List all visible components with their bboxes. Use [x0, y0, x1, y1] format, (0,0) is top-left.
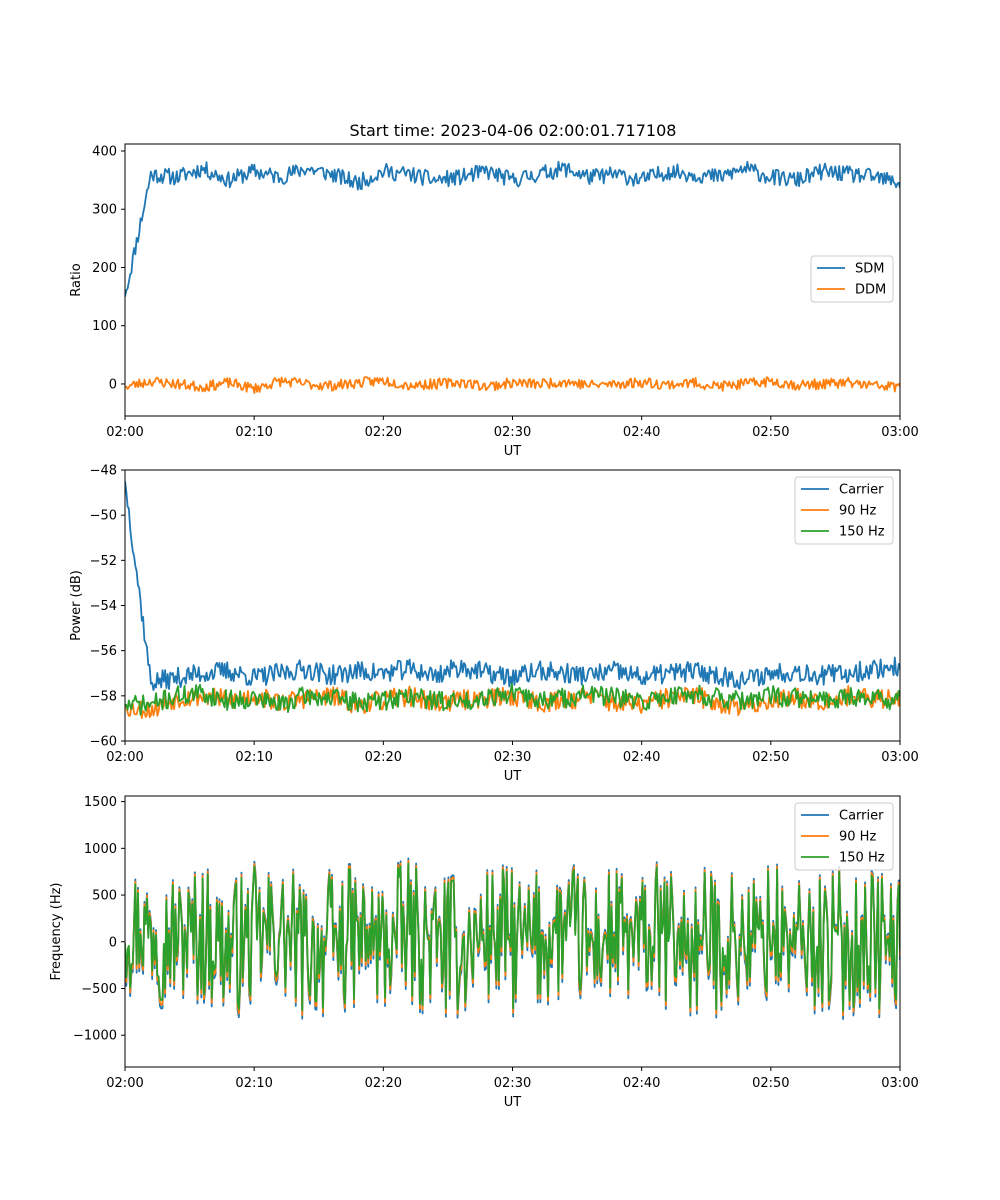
panel-1: 02:00 02:10 02:20 02:30 02:40 02:50 03:00 UT 0 10… — [69, 143, 919, 459]
y-tick-label: −50 — [90, 509, 117, 524]
legend-label: 150 Hz — [839, 851, 885, 866]
series-line-carrier — [125, 481, 900, 691]
x-tick-label: 02:10 — [235, 1076, 272, 1091]
series-group — [125, 857, 900, 1021]
series-line-sdm — [125, 160, 900, 297]
legend-box — [794, 476, 894, 545]
series-line-150-hz — [125, 683, 900, 716]
y-tick-label: −56 — [90, 644, 117, 659]
plots: 02:00 02:10 02:20 02:30 02:40 02:50 03:00 UT 0 10… — [49, 143, 919, 1110]
series-group — [125, 481, 900, 719]
legend-label: SDM — [855, 262, 884, 277]
x-tick-label: 02:20 — [365, 425, 402, 440]
x-tick-label: 03:00 — [881, 750, 918, 765]
y-tick-label: −48 — [90, 464, 117, 479]
x-tick-label: 02:50 — [752, 750, 789, 765]
x-tick-label: 02:00 — [106, 425, 143, 440]
x-tick-label: 02:40 — [623, 1076, 660, 1091]
x-tick-label: 02:00 — [106, 1076, 143, 1091]
y-tick-label: −1000 — [73, 1029, 117, 1044]
x-tick-label: 02:20 — [365, 750, 402, 765]
y-axis-label: Frequency (Hz) — [49, 882, 64, 980]
legend: SDM DDM — [810, 255, 894, 303]
x-tick-label: 02:40 — [623, 425, 660, 440]
x-axis-label: UT — [504, 444, 522, 459]
y-tick-label: 0 — [109, 935, 117, 950]
x-tick-label: 02:30 — [494, 1076, 531, 1091]
legend-label: 90 Hz — [839, 504, 876, 519]
x-tick-label: 02:40 — [623, 750, 660, 765]
panel-3: 02:00 02:10 02:20 02:30 02:40 02:50 03:00 UT −10… — [49, 795, 919, 1110]
y-tick-label: −60 — [90, 735, 117, 750]
y-tick-label: −54 — [90, 599, 117, 614]
x-tick-label: 02:10 — [235, 425, 272, 440]
legend-label: DDM — [855, 283, 886, 298]
x-tick-label: 02:00 — [106, 750, 143, 765]
x-tick-label: 02:30 — [494, 750, 531, 765]
x-tick-label: 03:00 — [881, 425, 918, 440]
y-tick-label: 0 — [109, 377, 117, 392]
x-tick-label: 02:30 — [494, 425, 531, 440]
x-axis-label: UT — [504, 1095, 522, 1110]
legend-label: Carrier — [839, 483, 884, 498]
figure-title: Start time: 2023-04-06 02:00:01.717108 — [350, 121, 677, 140]
legend: Carrier 90 Hz 150 Hz — [794, 802, 894, 871]
x-axis-label: UT — [504, 769, 522, 784]
y-tick-label: 200 — [92, 261, 117, 276]
legend-label: 90 Hz — [839, 830, 876, 845]
x-tick-label: 02:50 — [752, 1076, 789, 1091]
y-tick-label: −58 — [90, 689, 117, 704]
y-tick-label: 300 — [92, 203, 117, 218]
series-line-150-hz — [125, 862, 900, 1012]
legend-label: Carrier — [839, 809, 884, 824]
x-tick-label: 02:50 — [752, 425, 789, 440]
legend-label: 150 Hz — [839, 525, 885, 540]
series-line-ddm — [125, 376, 900, 394]
legend-box — [794, 802, 894, 871]
y-tick-label: 400 — [92, 144, 117, 159]
y-tick-label: 500 — [92, 889, 117, 904]
y-axis-label: Power (dB) — [69, 570, 84, 641]
y-axis-label: Ratio — [69, 263, 84, 296]
y-tick-label: 100 — [92, 319, 117, 334]
series-group — [125, 160, 900, 394]
panel-2: 02:00 02:10 02:20 02:30 02:40 02:50 03:00 UT −60… — [69, 464, 919, 785]
y-tick-label: 1000 — [84, 842, 117, 857]
y-tick-label: −500 — [81, 982, 117, 997]
y-tick-label: 1500 — [84, 795, 117, 810]
x-tick-label: 02:10 — [235, 750, 272, 765]
y-tick-label: −52 — [90, 554, 117, 569]
x-tick-label: 03:00 — [881, 1076, 918, 1091]
x-tick-label: 02:20 — [365, 1076, 402, 1091]
legend: Carrier 90 Hz 150 Hz — [794, 476, 894, 545]
